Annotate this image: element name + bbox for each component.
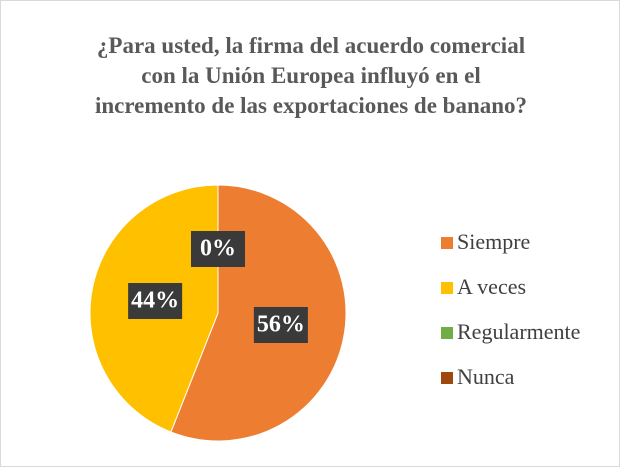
data-label-box [128,283,183,320]
chart-title: ¿Para usted, la firma del acuerdo comerc… [94,33,528,118]
data-label-box [191,231,245,267]
data-label: 44% [131,288,179,314]
data-label-box [253,306,308,343]
data-label: 56% [257,311,305,337]
legend-swatch [441,237,453,249]
legend-label: Nunca [457,364,515,389]
legend-swatch [441,282,453,294]
legend-label: A veces [457,274,526,299]
data-label: 0% [200,236,236,262]
legend-label: Siempre [457,229,530,254]
legend-swatch [441,327,453,339]
legend-swatch [441,372,453,384]
legend-label: Regularmente [457,319,580,344]
